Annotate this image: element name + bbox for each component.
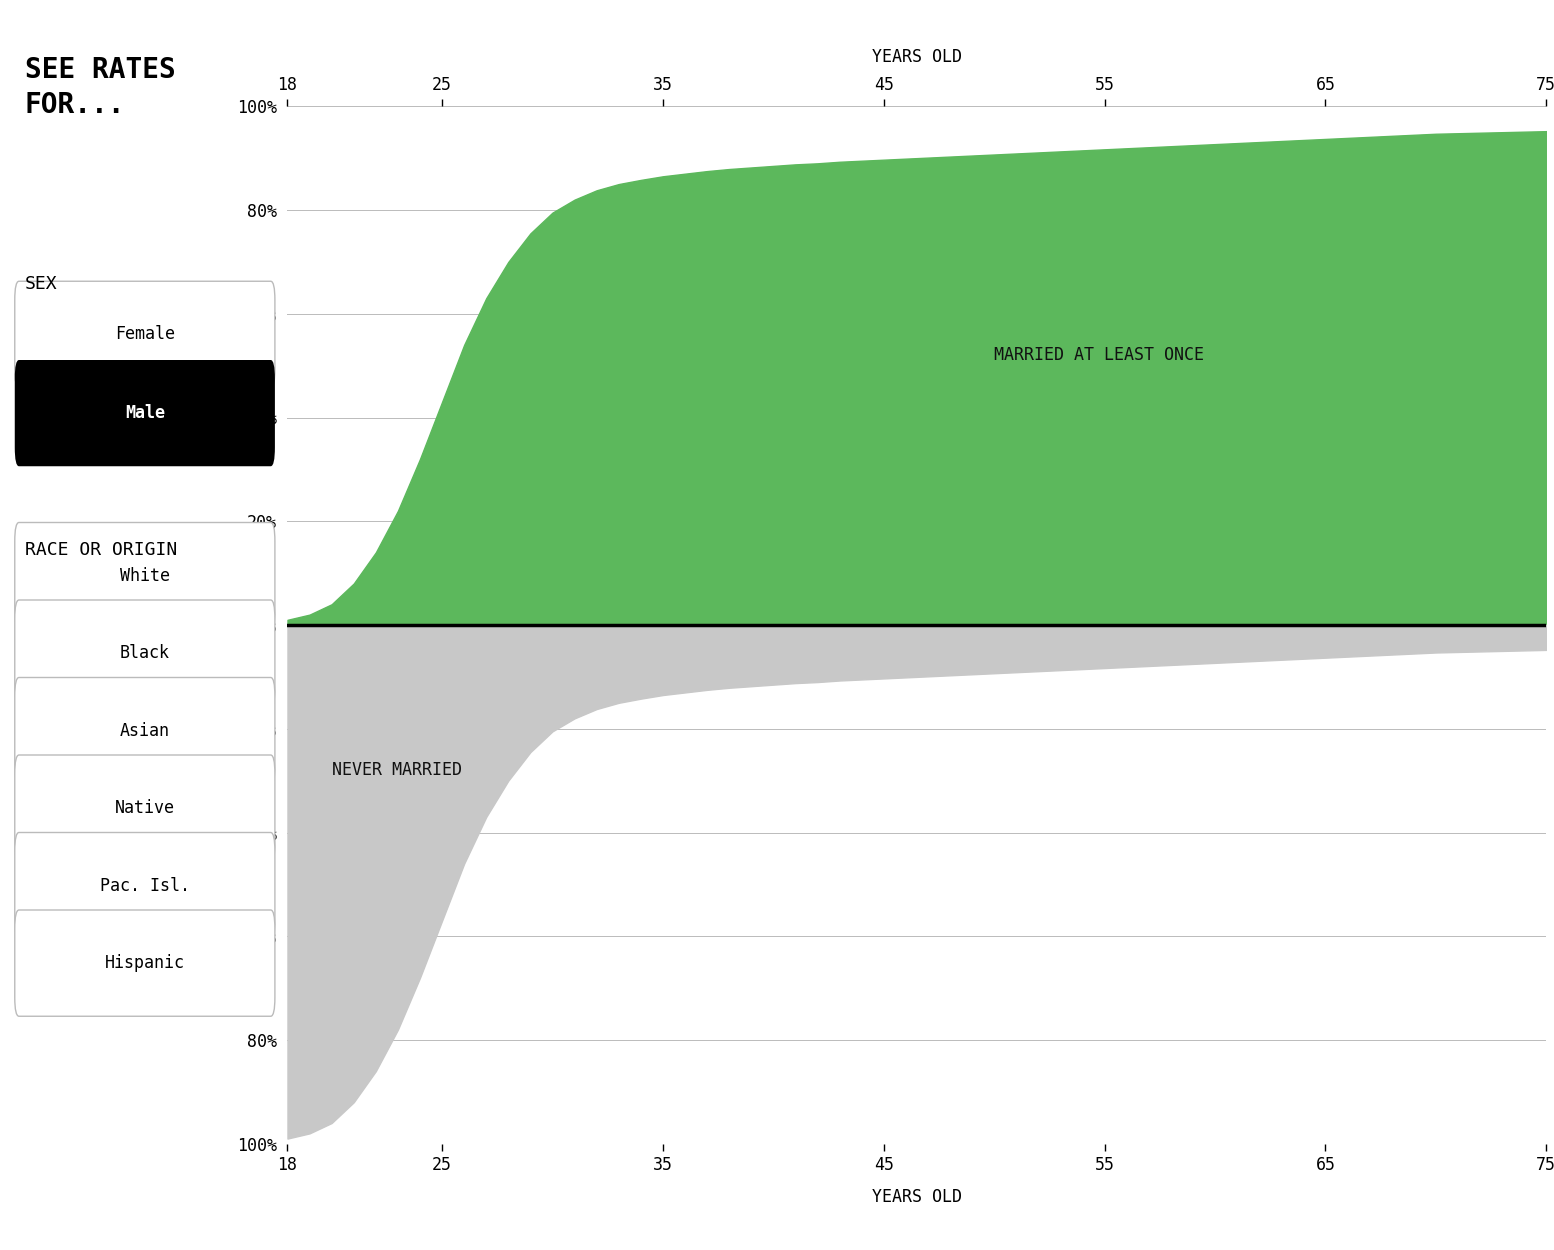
Text: SEE RATES
FOR...: SEE RATES FOR...: [25, 56, 176, 119]
Text: Native: Native: [115, 799, 176, 818]
FancyBboxPatch shape: [16, 755, 275, 861]
Text: Pac. Isl.: Pac. Isl.: [99, 876, 190, 895]
FancyBboxPatch shape: [16, 678, 275, 784]
Text: MARRIED AT LEAST ONCE: MARRIED AT LEAST ONCE: [995, 346, 1204, 364]
X-axis label: YEARS OLD: YEARS OLD: [872, 1189, 962, 1206]
Text: White: White: [120, 566, 169, 585]
Text: SEX: SEX: [25, 275, 57, 292]
FancyBboxPatch shape: [16, 600, 275, 706]
Text: NEVER MARRIED: NEVER MARRIED: [331, 761, 462, 779]
Text: Male: Male: [124, 404, 165, 422]
FancyBboxPatch shape: [16, 360, 275, 466]
X-axis label: YEARS OLD: YEARS OLD: [872, 48, 962, 66]
Text: Female: Female: [115, 325, 176, 344]
FancyBboxPatch shape: [16, 522, 275, 629]
Text: Hispanic: Hispanic: [104, 954, 185, 972]
FancyBboxPatch shape: [16, 832, 275, 939]
Text: Asian: Asian: [120, 721, 169, 740]
FancyBboxPatch shape: [16, 910, 275, 1016]
FancyBboxPatch shape: [16, 281, 275, 388]
Text: RACE OR ORIGIN: RACE OR ORIGIN: [25, 541, 177, 559]
Text: Black: Black: [120, 644, 169, 662]
